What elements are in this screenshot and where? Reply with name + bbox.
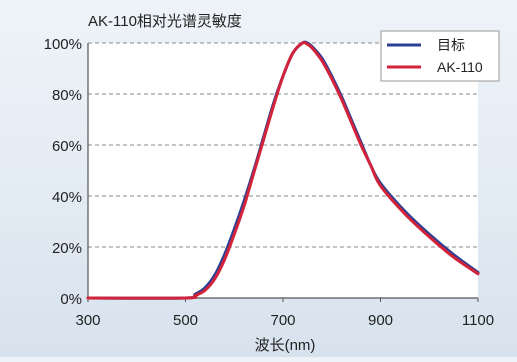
plot-layer: 0% 20% 40% 60% 80% 100% 300 500 700 900 1100 [44,36,495,329]
x-tick-label-900: 900 [368,312,393,329]
legend-box [380,30,500,82]
x-tick-label-1100: 1100 [462,312,494,329]
y-tick-label-40: 40% [52,189,82,206]
legend-label-0: 目标 [437,37,465,53]
x-tick-label-500: 500 [173,312,198,329]
chart-title: AK-110相对光谱灵敏度 [88,13,242,30]
legend-label-1: AK-110 [437,59,483,75]
y-tick-label-80: 80% [52,87,82,104]
y-tick-label-20: 20% [52,240,82,257]
x-tick-label-300: 300 [75,312,100,329]
x-axis-label: 波长(nm) [255,337,316,354]
y-tick-label-100: 100% [44,36,82,53]
x-tick-label-700: 700 [270,312,295,329]
legend: 目标 AK-110 [380,30,500,82]
y-tick-label-0: 0% [60,291,82,308]
plot-area [88,43,478,298]
y-tick-label-60: 60% [52,138,82,155]
series-line-1 [86,40,480,300]
